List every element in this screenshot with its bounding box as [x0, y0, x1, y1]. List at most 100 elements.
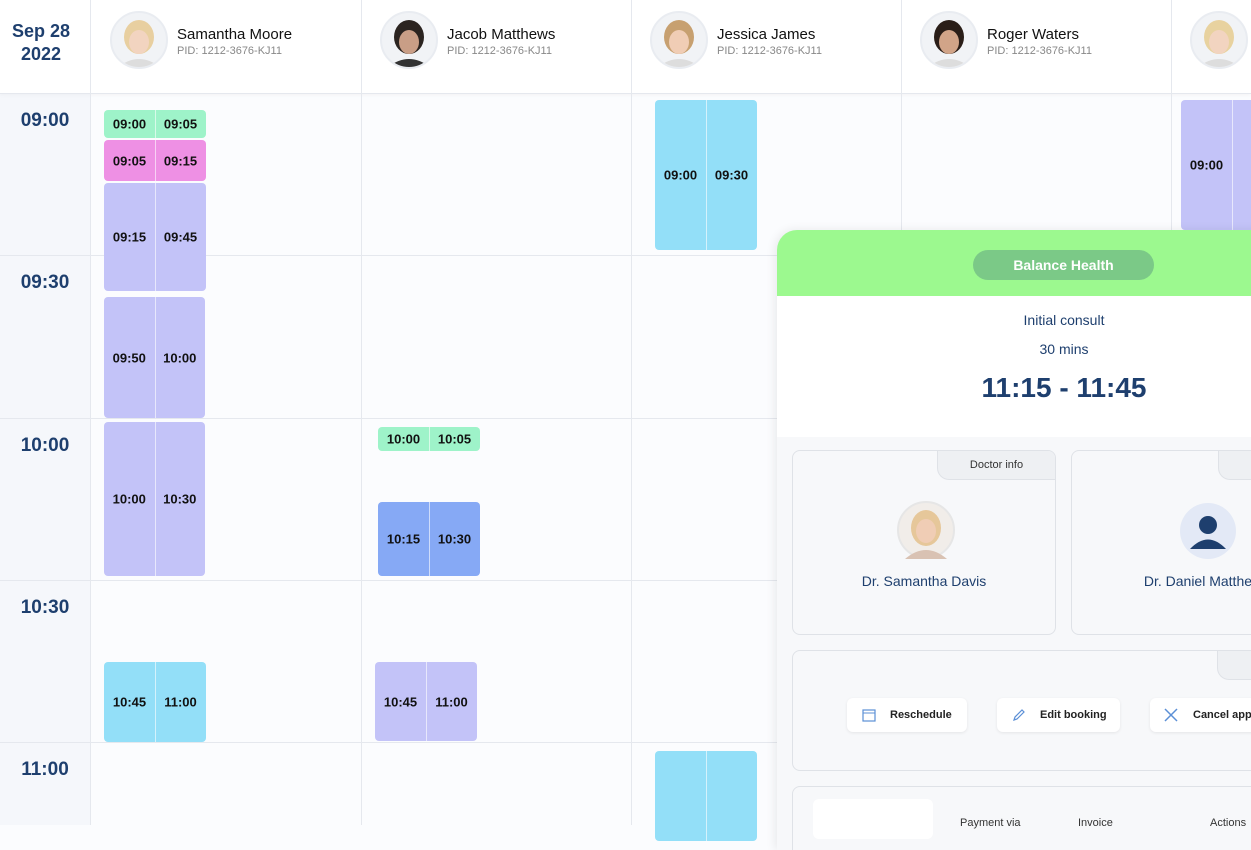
- end-time: 10:05: [437, 431, 472, 447]
- end-time: 10:30: [437, 531, 472, 547]
- time-label: 09:30: [20, 272, 70, 293]
- appointment-block[interactable]: 10:45 11:00: [375, 662, 477, 741]
- card-tab: [1218, 451, 1251, 480]
- patient-pid: PID: 1212-3676-KJ11: [447, 45, 552, 57]
- appointment-block[interactable]: 10:45 11:00: [104, 662, 206, 742]
- start-time: 10:15: [386, 531, 421, 547]
- column-header: Payment via: [960, 817, 1021, 829]
- tab-active: [813, 799, 933, 839]
- divider: [0, 742, 1251, 743]
- start-time: 10:45: [383, 694, 418, 709]
- avatar-image: [1198, 20, 1240, 67]
- appointment-block[interactable]: 09:00 09:05: [104, 110, 206, 138]
- time-column: [0, 0, 90, 825]
- header: [0, 0, 1251, 93]
- clinic-pill: Balance Health: [973, 250, 1154, 280]
- time-label: 10:00: [20, 435, 70, 456]
- date-year: 2022: [20, 44, 62, 64]
- divider: [0, 418, 1251, 419]
- divider: [361, 0, 362, 825]
- time-label: 10:30: [20, 597, 70, 618]
- start-time: 10:00: [112, 491, 146, 507]
- patient-avatar: [920, 11, 978, 69]
- doctor-name: Dr. Samantha Davis: [861, 573, 987, 589]
- calendar-icon: [862, 709, 876, 722]
- avatar-image: [928, 20, 970, 67]
- avatar-image: [388, 20, 430, 67]
- button-label: Cancel app: [1193, 709, 1251, 721]
- cancel-button[interactable]: Cancel app: [1150, 698, 1251, 732]
- block-divider: [154, 297, 156, 418]
- end-time: 09:05: [163, 116, 198, 132]
- start-time: 09:00: [1189, 157, 1224, 173]
- doctor-avatar: [1180, 503, 1236, 559]
- block-divider: [1232, 100, 1233, 230]
- divider: [0, 580, 1251, 581]
- start-time: 10:45: [112, 694, 147, 710]
- block-divider: [155, 140, 156, 181]
- appointment-block[interactable]: 10:00 10:05: [378, 427, 480, 451]
- patient-pid: PID: 1212-3676-KJ11: [987, 45, 1092, 57]
- patient-name: Roger Waters: [987, 26, 1079, 43]
- patient-name: Jessica James: [717, 26, 816, 43]
- doctor-card: Doctor info Dr. Samantha Davis: [792, 450, 1056, 635]
- doctor-name: Dr. Daniel Matthew: [1143, 573, 1251, 589]
- edit-booking-button[interactable]: Edit booking: [997, 698, 1120, 732]
- card-tab: [1217, 651, 1251, 680]
- patient-avatar: [1190, 11, 1248, 69]
- end-time: 09:30: [714, 167, 749, 183]
- avatar-image: [658, 20, 700, 67]
- column-header: Actions: [1210, 817, 1247, 829]
- appointment-type: Initial consult: [1023, 312, 1105, 328]
- appointment-block[interactable]: 09:00 09:30: [655, 100, 757, 250]
- patient-avatar: [380, 11, 438, 69]
- appointment-block[interactable]: 09:15 09:45: [104, 183, 206, 291]
- block-divider: [426, 662, 427, 741]
- appointment-popup: Balance Health Initial consult 30 mins 1…: [777, 230, 1251, 850]
- block-divider: [155, 110, 156, 138]
- payment-card: Payment via Invoice Actions: [792, 786, 1251, 850]
- appointment-block[interactable]: 09:05 09:15: [104, 140, 206, 181]
- patient-pid: PID: 1212-3676-KJ11: [177, 45, 282, 57]
- block-divider: [429, 427, 430, 451]
- end-time: 09:15: [163, 153, 198, 168]
- time-range: 11:15 - 11:45: [981, 372, 1147, 403]
- start-time: 09:50: [112, 350, 146, 365]
- reschedule-button[interactable]: Reschedule: [847, 698, 967, 732]
- divider: [90, 0, 91, 825]
- start-time: 09:05: [112, 153, 147, 168]
- start-time: 10:00: [386, 431, 421, 447]
- end-time: 11:00: [164, 694, 197, 710]
- button-label: Edit booking: [1040, 709, 1107, 721]
- appointment-block[interactable]: 10:15 10:30: [378, 502, 480, 576]
- block-divider: [154, 422, 156, 576]
- appointment-block[interactable]: 10:00 10:30: [104, 422, 205, 576]
- end-time: 10:30: [163, 491, 197, 507]
- pencil-icon: [1013, 709, 1025, 721]
- popup-summary: [777, 296, 1251, 437]
- appointment-block[interactable]: 09:00: [1181, 100, 1251, 230]
- divider: [0, 93, 1251, 94]
- end-time: 10:00: [163, 350, 197, 365]
- appointment-block[interactable]: 09:50 10:00: [104, 297, 205, 418]
- avatar-image: [118, 20, 160, 67]
- block-divider: [155, 662, 156, 742]
- start-time: 09:15: [112, 229, 147, 245]
- doctor-card: Dr. Daniel Matthew: [1071, 450, 1251, 635]
- block-divider: [706, 100, 707, 250]
- block-divider: [155, 183, 156, 291]
- appointment-block[interactable]: [655, 751, 757, 841]
- end-time: 11:00: [435, 694, 468, 709]
- patient-pid: PID: 1212-3676-KJ11: [717, 45, 822, 57]
- end-time: 09:45: [163, 229, 198, 245]
- block-divider: [429, 502, 430, 576]
- patient-avatar: [110, 11, 168, 69]
- doctor-avatar: [897, 501, 955, 559]
- date-day: Sep 28: [11, 21, 71, 41]
- patient-name: Jacob Matthews: [447, 26, 556, 43]
- time-label: 11:00: [21, 759, 69, 780]
- patient-name: Samantha Moore: [177, 26, 293, 43]
- close-icon: [1164, 708, 1178, 722]
- start-time: 09:00: [112, 116, 147, 132]
